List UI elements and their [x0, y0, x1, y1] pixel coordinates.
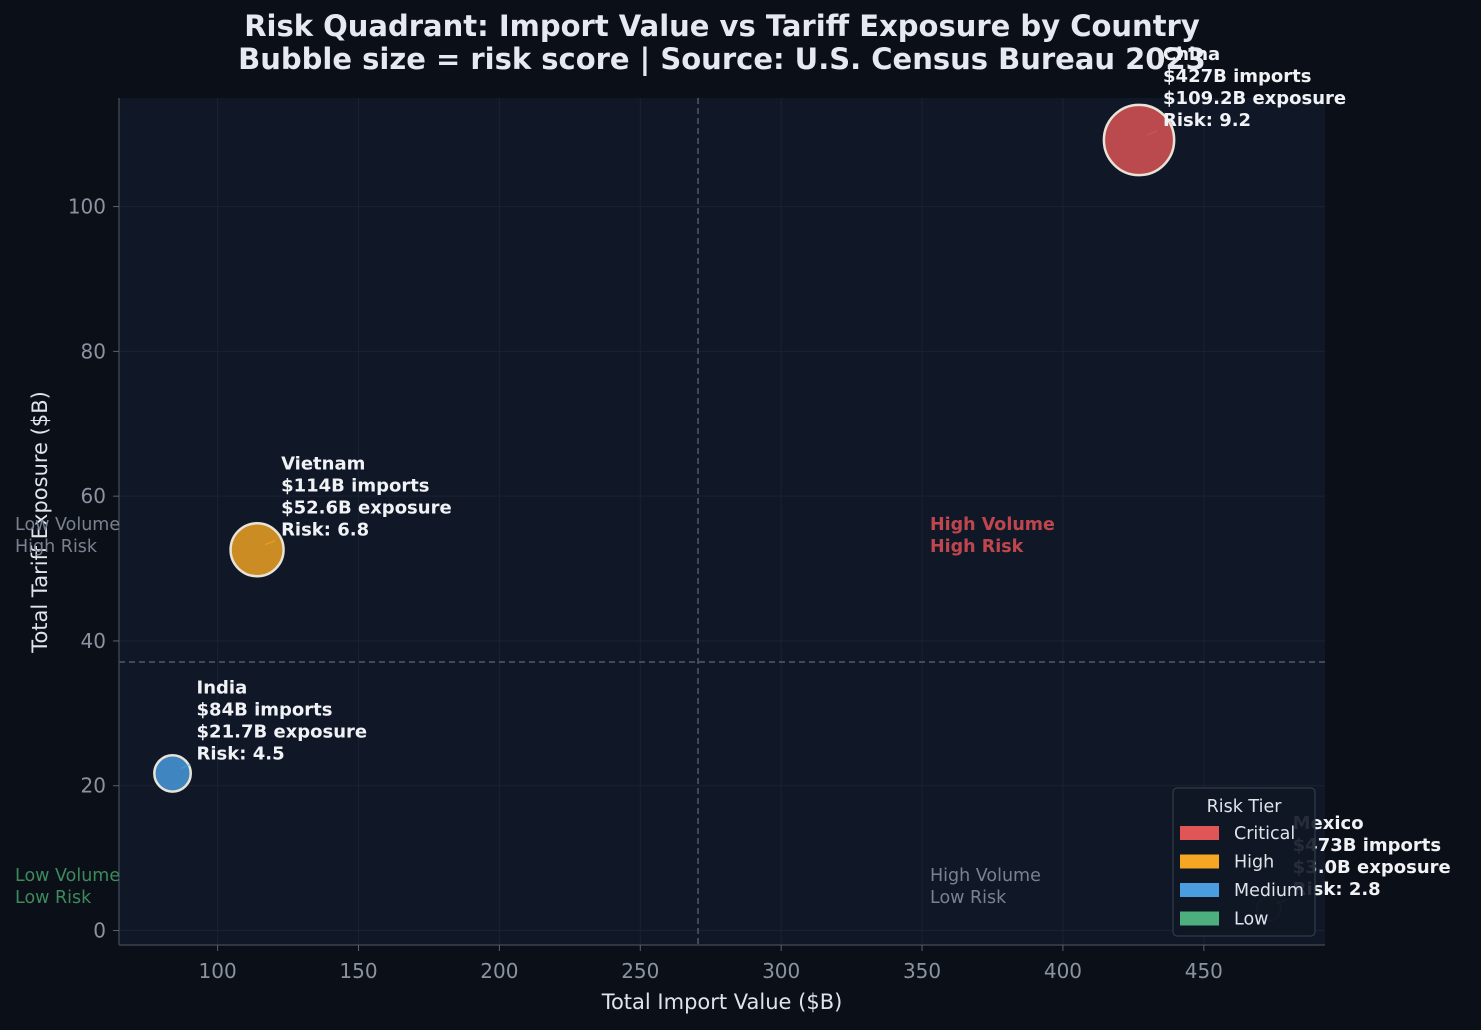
annotation-arrow: [1146, 130, 1158, 136]
bubbles: [153, 103, 1287, 923]
bubble-vietnam: [229, 522, 285, 578]
quadrant-labels: Low Volume High Risk High Volume High Risk L…: [15, 515, 1055, 908]
y-tick-label: 100: [68, 195, 106, 219]
quadrant-dividers: [119, 98, 1325, 945]
bubble-label-china: China $427B imports $109.2B exposure Risk: …: [1163, 44, 1346, 131]
plot-background: [119, 98, 1325, 945]
legend-swatch-high: [1180, 854, 1219, 869]
legend-label-high: High: [1234, 853, 1274, 873]
y-axis-label: Total Tariff Exposure ($B): [28, 391, 52, 654]
bubble-label-vietnam: Vietnam $114B imports $52.6B exposure Risk:…: [281, 454, 452, 541]
quadrant-label: High Volume Low Risk: [930, 866, 1041, 908]
x-tick-label: 300: [762, 959, 800, 983]
legend-swatch-low: [1180, 911, 1219, 926]
x-tick-label: 100: [199, 959, 237, 983]
legend-label-critical: Critical: [1234, 824, 1295, 844]
annotation-arrow: [180, 763, 191, 770]
bubble-china: [1102, 103, 1176, 177]
quadrant-label: Low Volume High Risk: [15, 515, 120, 557]
legend-label-low: Low: [1234, 910, 1268, 930]
x-tick-label: 450: [1185, 959, 1223, 983]
x-tick-label: 250: [621, 959, 659, 983]
legend-swatch-critical: [1180, 826, 1219, 840]
x-tick-label: 200: [480, 959, 518, 983]
quadrant-label: Low Volume Low Risk: [15, 866, 120, 908]
y-tick-label: 80: [81, 339, 106, 363]
x-tick-label: 150: [339, 959, 377, 983]
y-tick-label: 0: [93, 919, 106, 943]
legend: Risk Tier Critical High Medium Low: [1172, 787, 1316, 937]
x-tick-label: 400: [1044, 959, 1082, 983]
x-tick-label: 350: [903, 959, 941, 983]
axis-ticks: 100 150 200 250 300 350 400 450 0 20 40 60 80 100: [68, 98, 1325, 983]
legend-label-medium: Medium: [1234, 881, 1304, 901]
chart-title-line-2: Bubble size = risk score | Source: U.S. …: [238, 42, 1206, 76]
annotation-arrow: [264, 540, 276, 546]
quadrant-label: High Volume High Risk: [930, 515, 1055, 557]
bubble-india: [153, 753, 192, 793]
chart-title-line-1: Risk Quadrant: Import Value vs Tariff Ex…: [244, 9, 1200, 43]
legend-swatch-medium: [1180, 883, 1219, 897]
legend-title: Risk Tier: [1207, 797, 1283, 817]
y-tick-label: 20: [81, 774, 106, 798]
legend-box: [1172, 787, 1316, 937]
y-tick-label: 60: [81, 484, 106, 508]
plot-area: [119, 98, 1325, 945]
bubble-label-india: India $84B imports $21.7B exposure Risk: 4.…: [197, 677, 368, 764]
y-tick-label: 40: [81, 629, 106, 653]
x-axis-label: Total Import Value ($B): [601, 990, 843, 1014]
